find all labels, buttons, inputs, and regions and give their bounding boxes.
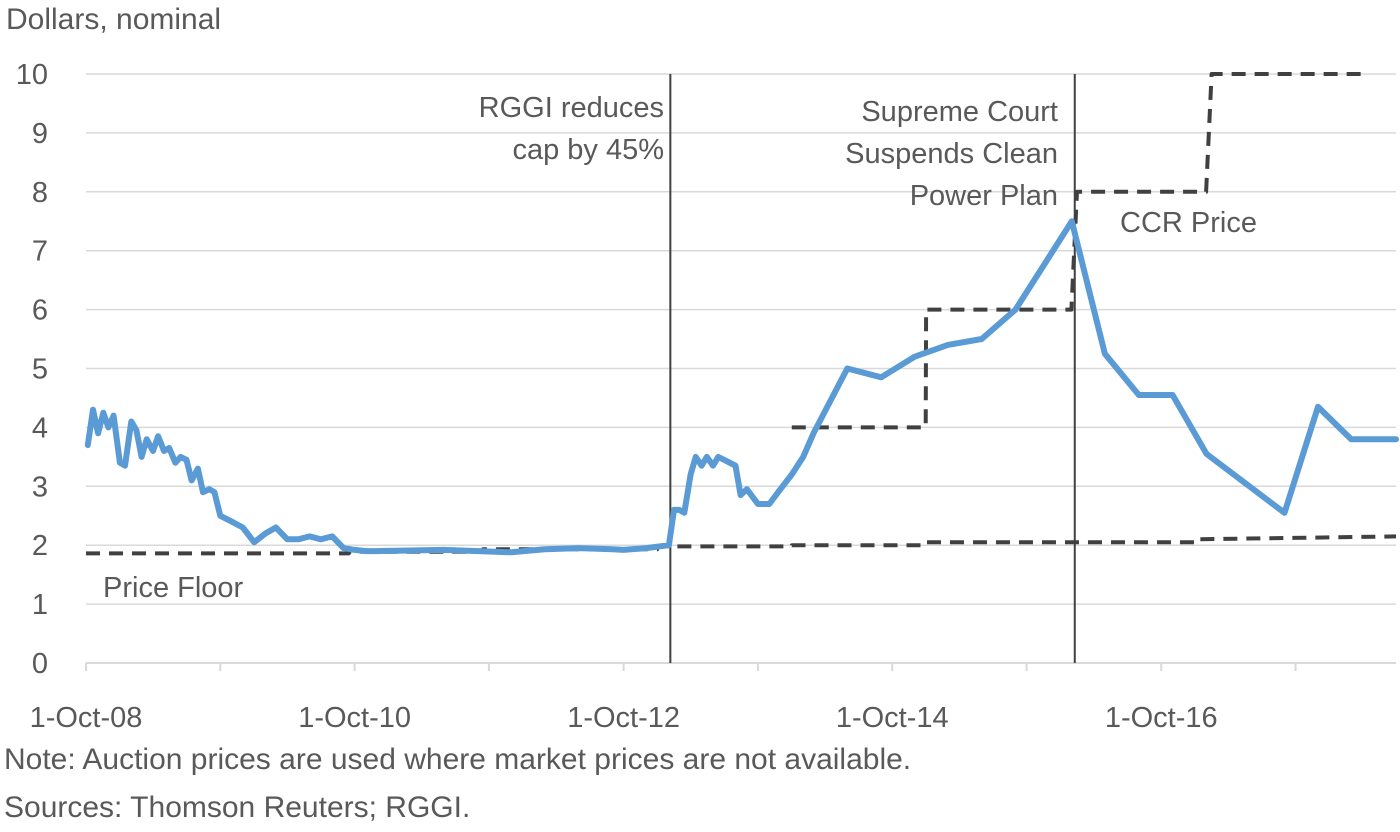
series-lines — [84, 72, 1399, 556]
x-tick-label: 1-Oct-08 — [30, 702, 143, 734]
y-tick-label: 8 — [32, 177, 48, 209]
y-axis-label: Dollars, nominal — [6, 3, 221, 36]
y-tick-label: 6 — [32, 295, 48, 327]
y-tick-label: 7 — [32, 236, 48, 268]
ccr-price-label: CCR Price — [1120, 207, 1257, 239]
gridlines — [86, 73, 1396, 605]
x-tick-label: 1-Oct-14 — [836, 702, 949, 734]
y-tick-label: 9 — [32, 118, 48, 150]
event-label: Supreme Court — [861, 96, 1058, 128]
y-tick-label: 10 — [16, 59, 48, 91]
y-tick-label: 5 — [32, 354, 48, 386]
ccr-price-line — [791, 72, 1363, 430]
event-label: Suspends Clean — [845, 138, 1058, 170]
event-label: Power Plan — [910, 180, 1058, 212]
y-tick-label: 3 — [32, 471, 48, 503]
y-tick-label: 0 — [32, 648, 48, 680]
x-axis: 1-Oct-08 1-Oct-10 1-Oct-12 1-Oct-14 1-Oct-16 — [30, 662, 1396, 734]
price-floor-label: Price Floor — [103, 572, 244, 604]
x-tick-label: 1-Oct-16 — [1105, 702, 1218, 734]
y-axis-tick-labels: 0 1 2 3 4 5 6 7 8 9 10 — [16, 59, 48, 680]
market-price-line — [84, 218, 1399, 556]
y-tick-label: 4 — [32, 412, 48, 444]
event-label: cap by 45% — [512, 134, 664, 166]
note-text: Note: Auction prices are used where mark… — [4, 743, 912, 776]
event-label: RGGI reduces — [479, 92, 664, 124]
x-tick-label: 1-Oct-10 — [298, 702, 411, 734]
x-tick-label: 1-Oct-12 — [567, 702, 680, 734]
event-lines: RGGI reduces cap by 45% Supreme Court Suspe… — [479, 74, 1076, 663]
y-tick-label: 1 — [32, 589, 48, 621]
y-tick-label: 2 — [32, 530, 48, 562]
sources-text: Sources: Thomson Reuters; RGGI. — [4, 791, 471, 824]
